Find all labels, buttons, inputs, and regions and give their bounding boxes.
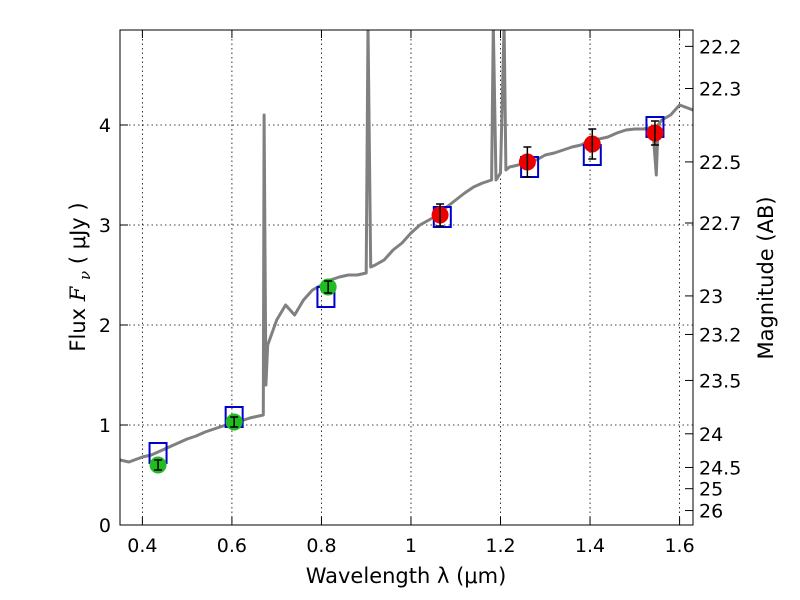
mag-tick-label: 23: [699, 286, 723, 308]
y-tick-label: 1: [99, 415, 111, 437]
mag-tick-label: 22.7: [699, 213, 741, 235]
mag-tick-label: 24.5: [699, 457, 741, 479]
y-axis-title-prefix: Flux: [66, 301, 90, 351]
x-tick-label: 1: [405, 535, 417, 557]
mag-tick-label: 25: [699, 479, 723, 501]
mag-tick-label: 22.3: [699, 78, 741, 100]
y-tick-label: 3: [99, 215, 111, 237]
x-tick-label: 1.4: [575, 535, 605, 557]
x-tick-label: 0.8: [306, 535, 336, 557]
plot-area: [120, 30, 693, 474]
y-tick-label: 0: [99, 515, 111, 537]
mag-tick-label: 24: [699, 424, 723, 446]
mag-tick-label: 23.5: [699, 370, 741, 392]
mag-tick-label: 26: [699, 501, 723, 523]
y-axis-title-subscript: ν: [76, 271, 94, 280]
axis-ticks: 0.4 0.6 0.8 1 1.2 1.4 1.60123422.222.322.522.7…: [99, 30, 741, 557]
y-tick-label: 4: [99, 115, 111, 137]
y-tick-label: 2: [99, 315, 111, 337]
y-axis-title: Flux F ν ( μJy ): [66, 202, 95, 351]
x-axis-title: Wavelength λ (μm): [306, 564, 507, 588]
y-axis-title-symbol: F: [66, 285, 90, 302]
mag-tick-label: 22.5: [699, 152, 741, 174]
x-tick-label: 0.4: [127, 535, 157, 557]
model-spectrum-line: [120, 30, 693, 464]
series-group: [120, 30, 693, 474]
x-tick-label: 1.2: [485, 535, 515, 557]
mag-tick-label: 23.2: [699, 324, 741, 346]
x-tick-label: 1.6: [664, 535, 694, 557]
grid-lines: [120, 30, 693, 526]
y-axis-title-unit: ( μJy ): [66, 202, 90, 264]
y2-axis-title: Magnitude (AB): [754, 196, 778, 359]
axes-frame: [119, 29, 694, 526]
mag-tick-label: 22.2: [699, 36, 741, 58]
x-tick-label: 0.6: [217, 535, 247, 557]
